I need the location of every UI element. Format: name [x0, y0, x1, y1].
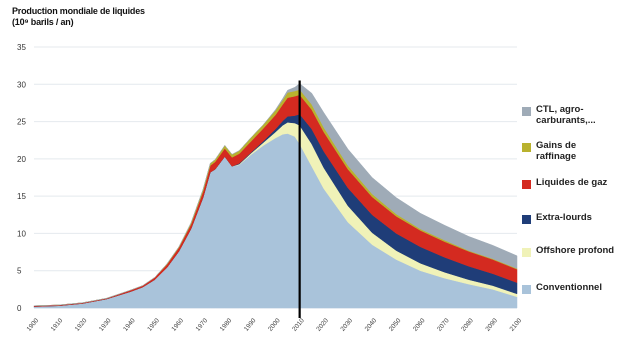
x-tick-label: 2080 — [460, 317, 475, 333]
legend-swatch — [522, 248, 531, 257]
x-tick-label: 2090 — [484, 317, 499, 333]
legend-label: Conventionnel — [536, 282, 602, 293]
area-layer — [33, 83, 518, 309]
x-tick-label: 1960 — [170, 317, 185, 333]
x-tick-label: 1940 — [122, 317, 137, 333]
x-tick-label: 1920 — [74, 317, 89, 333]
chart-title: Production mondiale de liquides (10⁹ bar… — [12, 6, 145, 28]
x-tick-label: 2050 — [388, 317, 403, 333]
legend-label: Extra-lourds — [536, 212, 592, 223]
chart-subtitle: (10⁹ barils / an) — [12, 17, 74, 27]
legend-item: Extra-lourds — [522, 212, 618, 224]
x-tick-label: 2030 — [339, 317, 354, 333]
x-tick-label: 1930 — [98, 317, 113, 333]
legend-label: Offshore profond — [536, 245, 615, 256]
area-series-5 — [33, 83, 518, 307]
chart-title-text: Production mondiale de liquides — [12, 6, 145, 16]
y-tick-label: 5 — [17, 267, 22, 276]
legend-swatch — [522, 143, 531, 152]
legend-label: Gains de raffinage — [536, 140, 577, 162]
y-tick-label: 15 — [17, 192, 26, 201]
legend-item: Conventionnel — [522, 282, 618, 294]
x-tick-label: 1950 — [146, 317, 161, 333]
legend-item: CTL, agro-carburants,... — [522, 104, 618, 126]
x-tick-label: 1990 — [243, 317, 258, 333]
x-tick-label: 2070 — [436, 317, 451, 333]
x-tick-label: 2060 — [412, 317, 427, 333]
y-tick-label: 0 — [17, 304, 22, 313]
legend-item: Liquides de gaz — [522, 177, 618, 189]
area-series-0 — [33, 133, 518, 309]
legend-swatch — [522, 180, 531, 189]
legend-swatch — [522, 107, 531, 116]
y-tick-label: 30 — [17, 80, 26, 89]
legend-item: Offshore profond — [522, 245, 618, 257]
x-tick-label: 1900 — [26, 317, 41, 333]
x-tick-label: 1910 — [50, 317, 65, 333]
y-tick-label: 20 — [17, 155, 26, 164]
x-tick-label: 2000 — [267, 317, 282, 333]
x-tick-label: 1980 — [219, 317, 234, 333]
x-tick-label: 2100 — [509, 317, 524, 333]
x-tick-label: 2010 — [291, 317, 306, 333]
legend-swatch — [522, 215, 531, 224]
y-tick-label: 10 — [17, 229, 26, 238]
legend-label: CTL, agro-carburants,... — [536, 104, 596, 126]
x-tick-label: 2020 — [315, 317, 330, 333]
legend-item: Gains de raffinage — [522, 140, 618, 162]
x-tick-label: 2040 — [364, 317, 379, 333]
y-tick-label: 25 — [17, 118, 26, 127]
legend-swatch — [522, 285, 531, 294]
y-tick-label: 35 — [17, 43, 26, 52]
legend-label: Liquides de gaz — [536, 177, 608, 188]
x-tick-label: 1970 — [195, 317, 210, 333]
